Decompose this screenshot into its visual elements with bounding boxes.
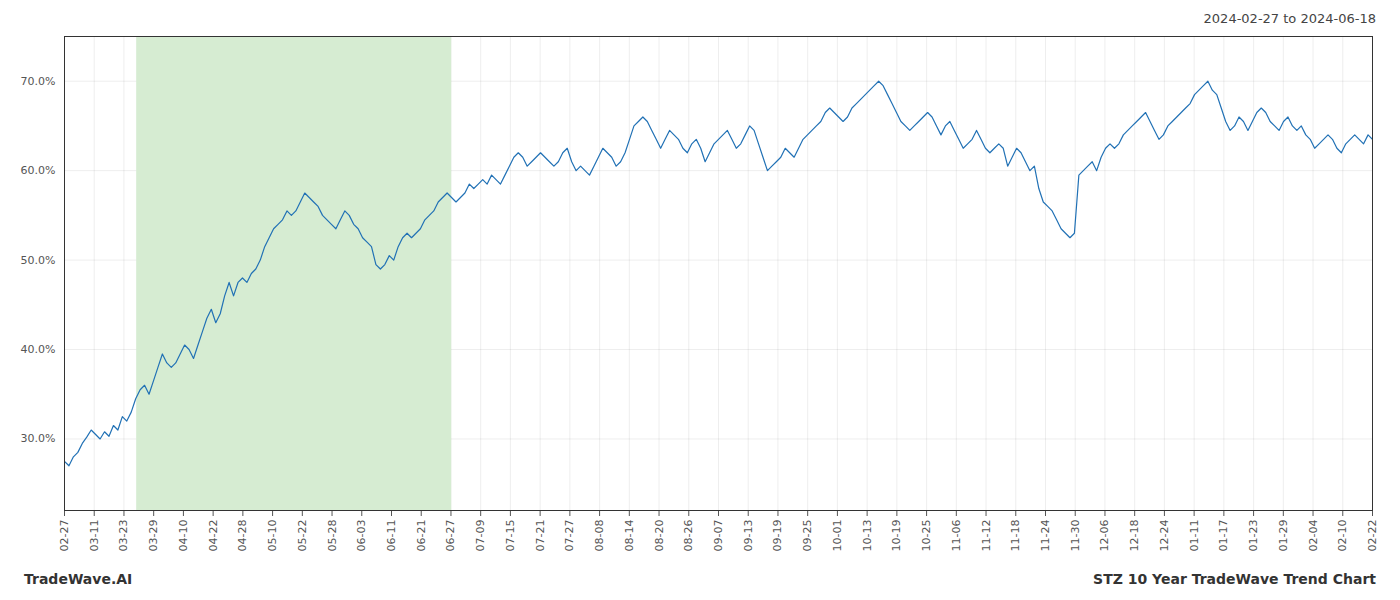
svg-text:01-29: 01-29 [1277, 520, 1290, 552]
svg-text:12-06: 12-06 [1098, 520, 1111, 552]
svg-text:10-25: 10-25 [920, 520, 933, 552]
svg-text:07-27: 07-27 [563, 520, 576, 552]
svg-text:60.0%: 60.0% [21, 164, 56, 177]
svg-text:11-18: 11-18 [1009, 520, 1022, 552]
svg-text:30.0%: 30.0% [21, 432, 56, 445]
svg-text:12-24: 12-24 [1158, 520, 1171, 552]
svg-text:10-01: 10-01 [831, 520, 844, 552]
svg-text:10-13: 10-13 [861, 520, 874, 552]
svg-text:11-24: 11-24 [1039, 520, 1052, 552]
svg-text:03-11: 03-11 [88, 520, 101, 552]
svg-text:11-06: 11-06 [950, 520, 963, 552]
svg-text:08-14: 08-14 [623, 520, 636, 552]
svg-text:07-15: 07-15 [504, 520, 517, 552]
svg-text:06-21: 06-21 [415, 520, 428, 552]
svg-text:08-08: 08-08 [593, 520, 606, 552]
svg-text:01-11: 01-11 [1188, 520, 1201, 552]
svg-text:03-29: 03-29 [147, 520, 160, 552]
svg-text:06-27: 06-27 [444, 520, 457, 552]
svg-text:09-19: 09-19 [771, 520, 784, 552]
svg-text:04-10: 04-10 [177, 520, 190, 552]
svg-text:50.0%: 50.0% [21, 254, 56, 267]
svg-text:06-03: 06-03 [355, 520, 368, 552]
svg-text:02-22: 02-22 [1366, 520, 1379, 552]
svg-text:08-26: 08-26 [682, 520, 695, 552]
svg-text:04-22: 04-22 [207, 520, 220, 552]
svg-text:06-11: 06-11 [385, 520, 398, 552]
svg-text:70.0%: 70.0% [21, 75, 56, 88]
svg-text:08-20: 08-20 [653, 520, 666, 552]
html-text:2024-02-27 to 2024-06-18: 2024-02-27 to 2024-06-18 [1203, 11, 1376, 26]
svg-text:04-28: 04-28 [236, 520, 249, 552]
html-text:STZ 10 Year TradeWave Trend Ch: STZ 10 Year TradeWave Trend Chart [1093, 571, 1376, 587]
svg-text:10-19: 10-19 [890, 520, 903, 552]
svg-text:02-27: 02-27 [58, 520, 71, 552]
svg-text:09-13: 09-13 [742, 520, 755, 552]
svg-text:07-09: 07-09 [474, 520, 487, 552]
svg-text:05-22: 05-22 [296, 520, 309, 552]
svg-text:03-23: 03-23 [117, 520, 130, 552]
svg-text:01-17: 01-17 [1217, 520, 1230, 552]
svg-text:07-21: 07-21 [534, 520, 547, 552]
svg-text:02-10: 02-10 [1336, 520, 1349, 552]
svg-text:11-12: 11-12 [980, 520, 993, 552]
svg-text:09-07: 09-07 [712, 520, 725, 552]
svg-text:02-04: 02-04 [1307, 520, 1320, 552]
svg-text:40.0%: 40.0% [21, 343, 56, 356]
svg-text:09-25: 09-25 [801, 520, 814, 552]
svg-text:01-23: 01-23 [1247, 520, 1260, 552]
svg-text:12-18: 12-18 [1128, 520, 1141, 552]
svg-text:05-28: 05-28 [326, 520, 339, 552]
html-text:TradeWave.AI: TradeWave.AI [24, 571, 133, 587]
svg-text:11-30: 11-30 [1069, 520, 1082, 552]
svg-text:05-10: 05-10 [266, 520, 279, 552]
